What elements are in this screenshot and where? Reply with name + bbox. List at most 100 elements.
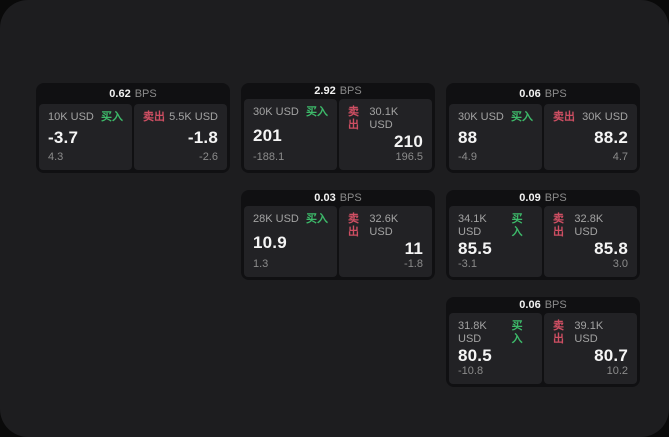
bps-unit-label: BPS xyxy=(339,192,362,204)
sell-sub-value: 10.2 xyxy=(606,365,628,377)
buy-amount: 10K USD xyxy=(48,111,94,123)
buy-tag: 买入 xyxy=(101,111,123,123)
quote-panes: 10K USD 买入 -3.7 4.3 卖出 5.5K USD -1.8 -2.… xyxy=(39,104,227,170)
buy-amount: 28K USD xyxy=(253,213,299,225)
bps-value: 2.92 xyxy=(314,85,336,97)
sell-amount: 32.6K USD xyxy=(369,213,399,238)
quote-card: 0.06 BPS 31.8K USD 买入 80.5 -10.8 卖出 39.1… xyxy=(446,297,640,387)
buy-pane-top: 28K USD 买入 xyxy=(253,213,328,226)
quote-card: 0.03 BPS 28K USD 买入 10.9 1.3 卖出 32.6K US… xyxy=(241,190,435,280)
sell-price: 11 xyxy=(404,239,423,258)
sell-price: -1.8 xyxy=(187,128,218,147)
buy-sub-value: -10.8 xyxy=(458,365,484,377)
buy-price: 80.5 xyxy=(458,346,492,365)
buy-amount: 30K USD xyxy=(458,111,504,123)
buy-pane[interactable]: 28K USD 买入 10.9 1.3 xyxy=(244,206,337,277)
sell-sub-value: -2.6 xyxy=(199,151,218,163)
buy-pane-top: 30K USD 买入 xyxy=(253,106,328,119)
sell-tag: 卖出 xyxy=(348,213,359,238)
buy-amount: 30K USD xyxy=(253,106,299,118)
bps-unit-label: BPS xyxy=(134,87,157,100)
buy-amount: 34.1K USD xyxy=(458,213,487,238)
bps-value: 0.09 xyxy=(519,192,541,204)
bps-value: 0.62 xyxy=(109,87,131,100)
quote-panes: 30K USD 买入 201 -188.1 卖出 30.1K USD 210 1… xyxy=(244,99,432,170)
buy-pane[interactable]: 10K USD 买入 -3.7 4.3 xyxy=(39,104,132,170)
buy-pane-top: 10K USD 买入 xyxy=(48,111,123,124)
buy-tag: 买入 xyxy=(511,320,523,345)
sell-pane[interactable]: 卖出 32.6K USD 11 -1.8 xyxy=(339,206,432,277)
sell-amount: 5.5K USD xyxy=(169,111,218,123)
bps-header: 0.06 BPS xyxy=(449,83,637,104)
bps-header: 2.92 BPS xyxy=(244,83,432,99)
sell-tag: 卖出 xyxy=(348,106,359,131)
buy-tag: 买入 xyxy=(306,106,328,118)
bps-header: 0.06 BPS xyxy=(449,297,637,313)
bps-value: 0.06 xyxy=(519,299,541,311)
bps-unit-label: BPS xyxy=(339,85,362,97)
sell-amount: 30.1K USD xyxy=(369,106,399,131)
sell-pane-top: 卖出 39.1K USD xyxy=(553,320,628,346)
sell-pane[interactable]: 卖出 30K USD 88.2 4.7 xyxy=(544,104,637,170)
sell-tag: 卖出 xyxy=(553,213,564,238)
buy-pane[interactable]: 30K USD 买入 88 -4.9 xyxy=(449,104,542,170)
sell-pane[interactable]: 卖出 39.1K USD 80.7 10.2 xyxy=(544,313,637,384)
sell-pane[interactable]: 卖出 32.8K USD 85.8 3.0 xyxy=(544,206,637,277)
sell-sub-value: 4.7 xyxy=(612,151,628,163)
quote-panes: 30K USD 买入 88 -4.9 卖出 30K USD 88.2 4.7 xyxy=(449,104,637,170)
bps-unit-label: BPS xyxy=(544,299,567,311)
buy-pane-top: 34.1K USD 买入 xyxy=(458,213,533,239)
quote-card: 0.62 BPS 10K USD 买入 -3.7 4.3 卖出 5.5K USD… xyxy=(36,83,230,173)
quote-panes: 28K USD 买入 10.9 1.3 卖出 32.6K USD 11 -1.8 xyxy=(244,206,432,277)
sell-tag: 卖出 xyxy=(553,111,575,123)
buy-pane-top: 31.8K USD 买入 xyxy=(458,320,533,346)
quote-panes: 34.1K USD 买入 85.5 -3.1 卖出 32.8K USD 85.8… xyxy=(449,206,637,277)
buy-pane-top: 30K USD 买入 xyxy=(458,111,533,124)
buy-sub-value: 4.3 xyxy=(48,151,64,163)
bps-header: 0.09 BPS xyxy=(449,190,637,206)
bps-value: 0.03 xyxy=(314,192,336,204)
buy-tag: 买入 xyxy=(511,111,533,123)
sell-tag: 卖出 xyxy=(143,111,165,123)
sell-amount: 39.1K USD xyxy=(574,320,604,345)
buy-price: 85.5 xyxy=(458,239,492,258)
buy-price: 10.9 xyxy=(253,232,287,252)
sell-pane-top: 卖出 32.8K USD xyxy=(553,213,628,239)
sell-price: 88.2 xyxy=(594,128,628,147)
sell-sub-value: 196.5 xyxy=(395,151,423,163)
buy-pane[interactable]: 30K USD 买入 201 -188.1 xyxy=(244,99,337,170)
buy-sub-value: -188.1 xyxy=(253,151,285,163)
sell-amount: 30K USD xyxy=(582,111,628,123)
quote-card: 0.09 BPS 34.1K USD 买入 85.5 -3.1 卖出 32.8K… xyxy=(446,190,640,280)
buy-sub-value: -3.1 xyxy=(458,258,477,270)
sell-pane[interactable]: 卖出 5.5K USD -1.8 -2.6 xyxy=(134,104,227,170)
sell-amount: 32.8K USD xyxy=(574,213,604,238)
buy-amount: 31.8K USD xyxy=(458,320,487,345)
buy-price: -3.7 xyxy=(48,128,79,147)
sell-pane-top: 卖出 5.5K USD xyxy=(143,111,218,124)
buy-pane[interactable]: 31.8K USD 买入 80.5 -10.8 xyxy=(449,313,542,384)
buy-tag: 买入 xyxy=(511,213,523,238)
quote-card: 0.06 BPS 30K USD 买入 88 -4.9 卖出 30K USD 8… xyxy=(446,83,640,173)
sell-pane-top: 卖出 30K USD xyxy=(553,111,628,124)
quote-panes: 31.8K USD 买入 80.5 -10.8 卖出 39.1K USD 80.… xyxy=(449,313,637,384)
sell-pane-top: 卖出 30.1K USD xyxy=(348,106,423,132)
bps-unit-label: BPS xyxy=(544,87,567,100)
quote-card: 2.92 BPS 30K USD 买入 201 -188.1 卖出 30.1K … xyxy=(241,83,435,173)
sell-sub-value: -1.8 xyxy=(404,258,423,270)
sell-price: 210 xyxy=(394,132,423,151)
buy-sub-value: -4.9 xyxy=(458,151,477,163)
bps-value: 0.06 xyxy=(519,87,541,100)
buy-pane[interactable]: 34.1K USD 买入 85.5 -3.1 xyxy=(449,206,542,277)
sell-price: 80.7 xyxy=(594,346,628,365)
sell-pane[interactable]: 卖出 30.1K USD 210 196.5 xyxy=(339,99,432,170)
sell-sub-value: 3.0 xyxy=(612,258,628,270)
buy-price: 88 xyxy=(458,128,478,147)
buy-tag: 买入 xyxy=(306,213,328,225)
bps-unit-label: BPS xyxy=(544,192,567,204)
buy-price: 201 xyxy=(253,125,282,145)
bps-header: 0.62 BPS xyxy=(39,83,227,104)
buy-sub-value: 1.3 xyxy=(253,258,269,270)
sell-tag: 卖出 xyxy=(553,320,564,345)
